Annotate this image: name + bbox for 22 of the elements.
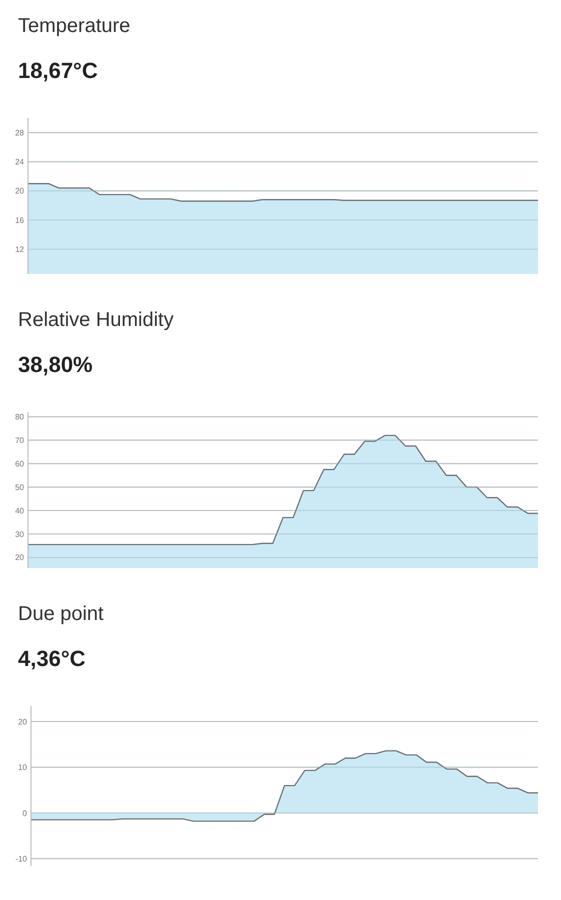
- y-tick-label: 12: [15, 245, 25, 254]
- y-tick-label: 0: [22, 808, 28, 818]
- chart-title: Temperature: [18, 15, 130, 37]
- y-tick-label: 20: [15, 186, 25, 196]
- y-tick-label: 40: [15, 506, 25, 516]
- y-tick-label: 28: [15, 128, 25, 138]
- chart-subtitle: 38,80%: [18, 352, 93, 377]
- y-tick-label: 20: [18, 717, 28, 726]
- y-tick-label: 50: [15, 482, 25, 492]
- y-tick-label: 16: [15, 216, 25, 225]
- chart-title: Due point: [18, 603, 104, 625]
- y-tick-label: 20: [15, 553, 25, 562]
- y-tick-label: 30: [15, 530, 25, 539]
- y-tick-label: 60: [15, 459, 25, 468]
- y-tick-label: 24: [15, 158, 25, 167]
- chart-subtitle: 4,36°C: [18, 646, 86, 671]
- chart-title: Relative Humidity: [18, 309, 174, 331]
- chart-subtitle: 18,67°C: [18, 58, 98, 83]
- y-tick-label: 10: [18, 763, 28, 772]
- y-tick-label: 70: [15, 436, 25, 445]
- y-tick-label: -10: [15, 854, 28, 864]
- y-tick-label: 80: [15, 412, 25, 422]
